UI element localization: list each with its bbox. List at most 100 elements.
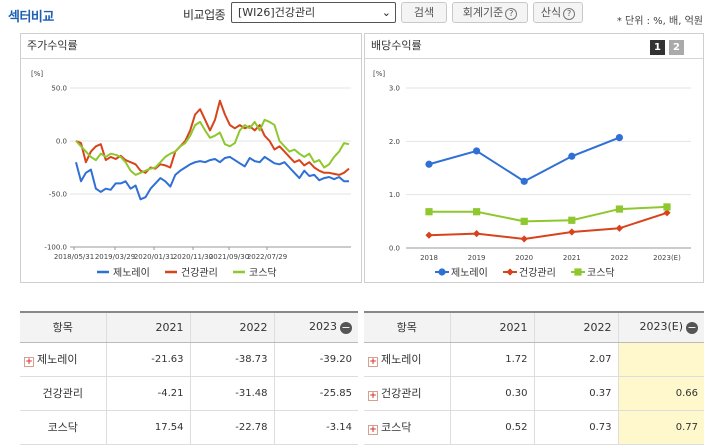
y-tick-label: -100.0: [44, 244, 67, 252]
y-tick-label: 0.0: [56, 138, 67, 146]
data-point: [425, 231, 433, 239]
row-name: 건강관리: [381, 387, 422, 400]
cell-value: -38.73: [189, 342, 274, 377]
data-point: [663, 203, 671, 211]
row-name-cell: + 제노레이: [20, 342, 106, 377]
data-point: [663, 209, 671, 217]
dividend-yield-chart: [%] 3.0 2.0 1.0 0.0 2018 2019 2020 2021 2022 2023(…: [373, 70, 691, 279]
x-tick-label: 2018/05/31: [54, 253, 94, 261]
x-tick-label: 2020/01/31: [134, 253, 174, 261]
data-point: [473, 147, 481, 155]
table-header-row: 항목 2021 2022 2023(E) −: [364, 311, 704, 343]
cell-value: 2.07: [533, 342, 618, 377]
row-name: 제노레이: [381, 353, 422, 366]
unit-note: * 단위 : %, 배, 억원: [616, 16, 703, 27]
col-header-2023: 2023−: [273, 311, 358, 343]
x-tick-label: 2021/09/30: [209, 253, 249, 261]
legend-label: 제노레이: [451, 267, 488, 279]
dividend-yield-title: 배당수익률: [371, 39, 422, 52]
cell-value: 0.52: [449, 410, 534, 445]
x-tick-label: 2020/11/30: [173, 253, 213, 261]
page-title: 섹터비교: [8, 10, 54, 25]
series-line: [75, 118, 350, 176]
x-tick-label: 2022/07/29: [247, 253, 287, 261]
series-line: [428, 136, 620, 183]
industry-select[interactable]: [WI26]건강관리 ⌄: [231, 2, 396, 23]
data-point: [574, 268, 582, 276]
x-tick-label: 2019: [468, 254, 486, 262]
data-point: [438, 268, 446, 276]
data-point: [568, 228, 576, 236]
table-row: + 제노레이 1.72 2.07: [364, 342, 704, 377]
dividend-yield-table: 항목 2021 2022 2023(E) − + 제노레이 1.72 2.07 + 건…: [364, 311, 704, 445]
data-point: [520, 177, 528, 185]
series-line: [429, 205, 668, 223]
table-row: 건강관리 -4.21 -31.48 -25.85: [20, 376, 358, 411]
data-point: [473, 208, 481, 216]
expand-icon[interactable]: +: [368, 391, 378, 401]
accounting-standard-button[interactable]: 회계기준?: [452, 2, 528, 23]
legend-label: 코스닥: [587, 267, 615, 279]
table-row: + 제노레이 -21.63 -38.73 -39.20: [20, 342, 358, 377]
col-header-2021: 2021: [105, 311, 190, 343]
collapse-icon[interactable]: −: [340, 321, 352, 335]
data-point: [520, 235, 528, 243]
col-header-2022: 2022: [533, 311, 618, 343]
formula-button[interactable]: 산식?: [533, 2, 583, 23]
stock-return-title: 주가수익률: [27, 39, 78, 52]
row-name-cell: + 건강관리: [364, 376, 450, 411]
row-name: 코스닥: [20, 410, 106, 445]
expand-icon[interactable]: +: [368, 425, 378, 435]
expand-icon[interactable]: +: [368, 357, 378, 367]
y-tick-label: -50.0: [49, 191, 67, 199]
cell-value: 0.30: [449, 376, 534, 411]
y-tick-label: 1.0: [389, 191, 400, 199]
cell-value: 0.37: [533, 376, 618, 411]
data-point: [425, 160, 433, 168]
cell-value: 0.73: [533, 410, 618, 445]
col-header-2021: 2021: [449, 311, 534, 343]
stock-return-panel: 주가수익률 [%] 50.0 0.0 -50.0 -100.0 2018/05/31 201…: [20, 33, 362, 283]
col-header-item: 항목: [20, 311, 106, 343]
dividend-yield-panel: 배당수익률 1 2 [%] 3.0 2.0 1.0 0.0 2018 2019 2020 202…: [364, 33, 704, 283]
data-point: [506, 268, 514, 276]
search-button[interactable]: 검색: [401, 2, 447, 23]
data-point: [568, 152, 576, 160]
data-point: [615, 205, 623, 213]
x-tick-label: 2019/03/29: [95, 253, 135, 261]
cell-value: 1.72: [449, 342, 534, 377]
cell-value: -22.78: [189, 410, 274, 445]
divider: [365, 58, 703, 59]
y-tick-label: 3.0: [389, 85, 400, 93]
cell-value: -39.20: [273, 342, 358, 377]
cell-value: -31.48: [189, 376, 274, 411]
expand-icon[interactable]: +: [24, 357, 34, 367]
x-tick-label: 2020: [515, 254, 533, 262]
collapse-icon[interactable]: −: [686, 321, 698, 335]
row-name-cell: + 코스닥: [364, 410, 450, 445]
legend-label: 건강관리: [519, 267, 556, 279]
y-tick-label: 50.0: [51, 85, 67, 93]
series-line: [75, 155, 349, 201]
page-2-button[interactable]: 2: [669, 40, 684, 55]
cell-value: -21.63: [105, 342, 190, 377]
y-tick-label: 0.0: [389, 245, 400, 253]
row-name: 건강관리: [20, 376, 106, 411]
formula-label: 산식: [540, 6, 562, 19]
cell-value: 0.66: [617, 376, 704, 411]
data-point: [473, 230, 481, 238]
y-tick-label: 2.0: [389, 138, 400, 146]
header-bar: 섹터비교 비교업종 [WI26]건강관리 ⌄ 검색 회계기준? 산식? * 단위…: [0, 0, 713, 30]
col-header-2023-label: 2023: [309, 320, 337, 334]
x-tick-label: 2023(E): [653, 254, 681, 262]
series-line: [428, 211, 668, 240]
cell-value: 17.54: [105, 410, 190, 445]
table-row: + 건강관리 0.30 0.37 0.66: [364, 376, 704, 411]
y-axis-unit: [%]: [373, 70, 385, 78]
data-point: [615, 134, 623, 142]
cell-value: 0.77: [617, 410, 704, 445]
data-point: [425, 208, 433, 216]
page-1-button[interactable]: 1: [650, 40, 665, 55]
legend-label: 제노레이: [113, 267, 150, 279]
table-row: 코스닥 17.54 -22.78 -3.14: [20, 410, 358, 445]
